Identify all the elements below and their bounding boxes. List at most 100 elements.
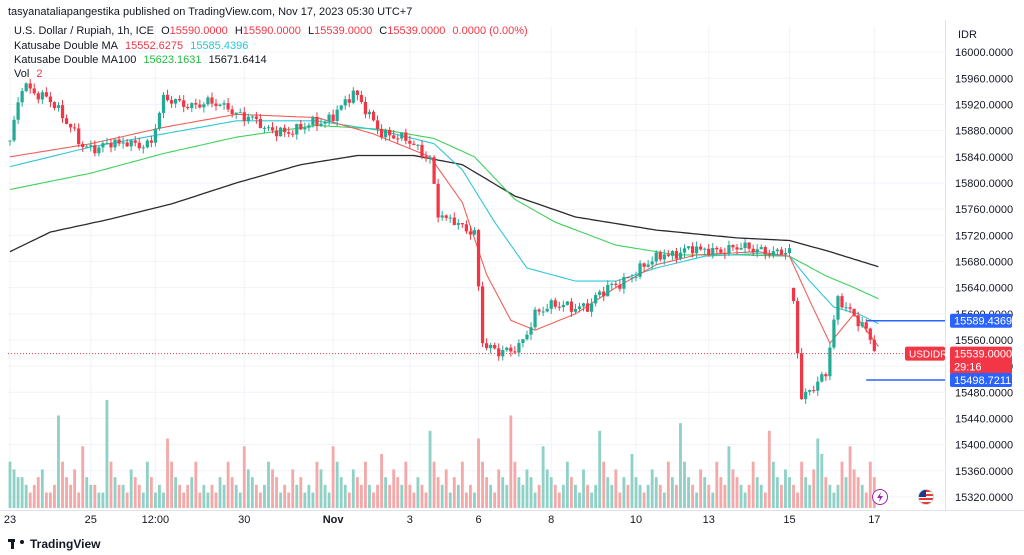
x-tick-label: 15 — [783, 514, 795, 526]
time-axis[interactable]: 23 25 12:00 30 Nov 3 6 8 10 13 15 17 — [0, 510, 1024, 526]
candle-body — [561, 304, 565, 308]
volume-bar — [8, 461, 12, 508]
volume-bar — [816, 438, 820, 508]
volume-bar — [291, 469, 295, 508]
candle-body — [173, 98, 178, 104]
volume-bar — [69, 484, 73, 508]
volume-bar — [162, 492, 165, 508]
ma-fast-cyan-line — [9, 120, 879, 325]
volume-bar — [638, 484, 642, 508]
us-flag-icon[interactable] — [918, 489, 934, 505]
volume-bar — [675, 484, 678, 508]
candle-body — [101, 143, 105, 148]
candle-body — [186, 106, 190, 109]
candle-body — [262, 127, 267, 129]
candle-body — [812, 390, 816, 392]
candle-body — [614, 283, 618, 285]
candle-body — [165, 94, 170, 101]
volume-bar — [477, 438, 480, 508]
candle-body — [12, 119, 16, 141]
volume-bar — [279, 492, 283, 508]
volume-bar — [170, 461, 173, 508]
y-tick-label: 15920.0000 — [955, 99, 1013, 111]
candle-body — [182, 100, 186, 107]
ma100-value-1: 15623.1631 — [143, 54, 202, 66]
candle-body — [638, 263, 642, 277]
volume-bar — [679, 423, 682, 508]
candle-body — [444, 215, 448, 218]
candle-body — [303, 127, 307, 130]
volume-bar — [864, 492, 868, 508]
volume-bar — [408, 484, 412, 508]
candle-body — [840, 296, 844, 308]
candle-body — [456, 223, 460, 225]
volume-bar — [481, 461, 484, 508]
volume-bar — [222, 484, 226, 508]
volume-bar — [416, 477, 420, 508]
candle-body — [436, 183, 440, 218]
candle-body — [557, 306, 561, 308]
candle-body — [242, 112, 246, 122]
candle-body — [622, 277, 626, 289]
candle-body — [339, 105, 343, 110]
volume-bar — [335, 461, 339, 508]
candle-body — [484, 343, 489, 349]
volume-bar — [101, 492, 105, 508]
candle-body — [250, 116, 254, 118]
x-tick-label: 23 — [4, 514, 16, 526]
price-axis[interactable]: IDR 16000.0000 15960.0000 15920.0000 15880.0… — [945, 20, 1013, 510]
volume-bar — [420, 484, 424, 508]
volume-bar — [48, 492, 52, 508]
candle-body — [343, 99, 347, 106]
candle-body — [848, 307, 852, 309]
candle-body — [20, 91, 24, 103]
ohlc-high: H15590.0000 — [234, 25, 301, 37]
volume-bar — [12, 469, 16, 508]
candle-body — [493, 344, 497, 349]
candle-body — [658, 252, 662, 260]
volume-bar — [97, 492, 101, 508]
candle-body — [202, 104, 206, 108]
candle-body — [432, 157, 436, 184]
ma100-name[interactable]: Katusabe Double MA100 — [14, 54, 137, 66]
lightning-icon[interactable] — [872, 489, 888, 505]
candle-body — [36, 93, 40, 100]
volume-bar — [452, 477, 456, 508]
volume-bar — [848, 446, 852, 508]
candle-body — [476, 230, 481, 287]
candle-body — [73, 127, 77, 129]
candle-body — [230, 109, 234, 115]
volume-bar — [319, 469, 323, 508]
candle-body — [48, 96, 53, 103]
candle-body — [452, 217, 456, 225]
vol-value: 2 — [36, 68, 43, 80]
candle-body — [755, 249, 759, 253]
volume-bar — [525, 469, 529, 508]
symbol-title[interactable]: U.S. Dollar / Rupiah, 1h, ICE — [14, 25, 155, 37]
candle-body — [763, 247, 767, 255]
volume-bar — [755, 477, 759, 508]
tradingview-footer[interactable]: TradingView — [8, 537, 100, 551]
candle-body — [735, 247, 739, 250]
volume-bar — [695, 492, 699, 508]
candle-body — [121, 142, 125, 144]
vol-name[interactable]: Vol — [14, 68, 30, 80]
candle-body — [759, 247, 763, 250]
candle-body — [545, 308, 549, 312]
candle-body — [40, 92, 44, 100]
candle-body — [602, 291, 606, 297]
candle-body — [783, 253, 788, 255]
level-label: 15498.7211 — [954, 375, 1011, 387]
volume-bar — [186, 484, 190, 508]
candle-body — [351, 90, 355, 103]
volume-bar — [485, 477, 489, 508]
candle-body — [157, 112, 162, 129]
candle-body — [52, 102, 57, 108]
volume-bar — [792, 484, 795, 508]
volume-bar — [424, 492, 428, 508]
volume-bar — [117, 484, 121, 508]
volume-bar — [840, 461, 844, 508]
ma-name[interactable]: Katusabe Double MA — [14, 40, 118, 52]
volume-bar — [141, 492, 145, 508]
